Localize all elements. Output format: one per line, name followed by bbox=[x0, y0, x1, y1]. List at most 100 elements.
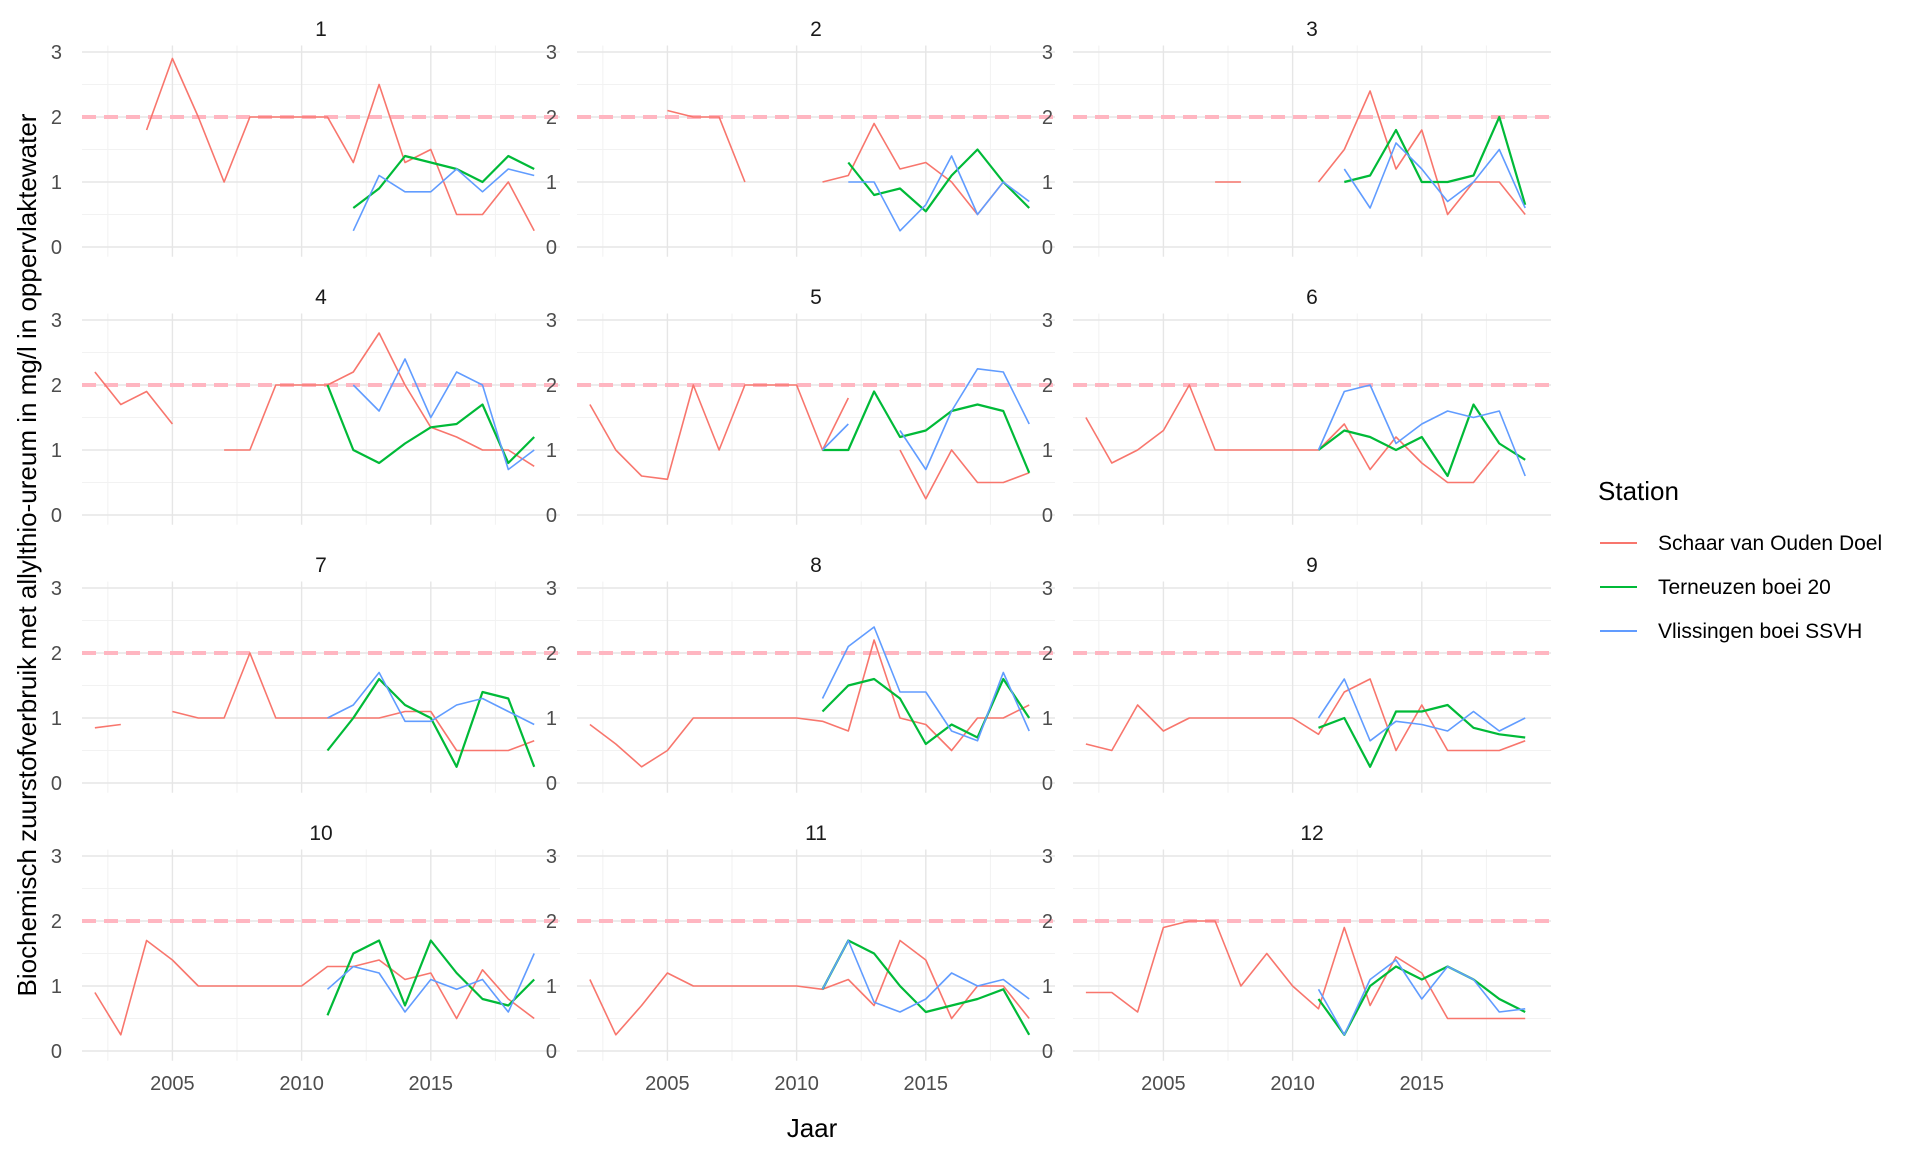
series-line bbox=[94, 939, 535, 1036]
y-tick-label: 3 bbox=[51, 578, 62, 600]
y-tick-label: 3 bbox=[546, 310, 557, 332]
y-tick-label: 2 bbox=[1042, 375, 1053, 397]
legend-label: Vlissingen boei SSVH bbox=[1658, 620, 1862, 643]
y-tick-label: 2 bbox=[51, 375, 62, 397]
y-tick-label: 1 bbox=[546, 976, 557, 998]
x-tick-label: 2015 bbox=[409, 1073, 454, 1095]
panel-1: 1 0 1 2 3 bbox=[51, 18, 560, 259]
series-line bbox=[94, 723, 121, 729]
y-tick-label: 0 bbox=[546, 237, 557, 259]
legend-item: Schaar van Ouden Doel bbox=[1600, 532, 1882, 555]
series-line bbox=[1317, 678, 1526, 742]
panel-label: 6 bbox=[1306, 286, 1318, 309]
y-tick-label: 2 bbox=[1042, 107, 1053, 129]
y-tick-label: 1 bbox=[1042, 976, 1053, 998]
panels-layer: 1012320123301234012350123601237012380123… bbox=[51, 18, 1551, 1095]
panel-9: 9 0 1 2 3 bbox=[1042, 554, 1551, 795]
series-line bbox=[1317, 384, 1526, 477]
panel-3: 3 0 1 2 3 bbox=[1042, 18, 1551, 259]
legend-label: Schaar van Ouden Doel bbox=[1658, 532, 1882, 555]
series-line bbox=[822, 390, 1031, 474]
y-tick-label: 1 bbox=[546, 172, 557, 194]
x-tick-label: 2005 bbox=[1141, 1073, 1186, 1095]
x-tick-label: 2015 bbox=[904, 1073, 949, 1095]
series-line bbox=[1085, 920, 1526, 1020]
panel-label: 2 bbox=[810, 18, 822, 41]
y-tick-label: 0 bbox=[51, 505, 62, 527]
y-tick-label: 0 bbox=[1042, 505, 1053, 527]
legend: Station Schaar van Ouden Doel Terneuzen b… bbox=[1598, 476, 1882, 643]
y-tick-label: 3 bbox=[546, 42, 557, 64]
y-tick-label: 2 bbox=[546, 643, 557, 665]
y-tick-label: 1 bbox=[51, 440, 62, 462]
series-line bbox=[821, 677, 1031, 746]
panel-grid bbox=[577, 581, 1055, 793]
y-tick-label: 0 bbox=[51, 237, 62, 259]
panel-grid bbox=[1073, 45, 1551, 257]
x-tick-label: 2015 bbox=[1400, 1073, 1445, 1095]
x-tick-label: 2010 bbox=[774, 1073, 819, 1095]
y-tick-label: 2 bbox=[1042, 643, 1053, 665]
y-tick-label: 3 bbox=[51, 846, 62, 868]
series-line bbox=[352, 154, 535, 209]
series-line bbox=[899, 367, 1030, 471]
series-line bbox=[224, 332, 535, 467]
series-line bbox=[1343, 142, 1526, 209]
series-line bbox=[848, 155, 1030, 232]
y-tick-label: 2 bbox=[51, 107, 62, 129]
y-tick-label: 2 bbox=[546, 911, 557, 933]
y-axis-title: Biochemisch zuurstofverbruik met allylth… bbox=[12, 113, 42, 996]
y-tick-label: 0 bbox=[1042, 1041, 1053, 1063]
series-line bbox=[1317, 959, 1526, 1036]
series-line bbox=[327, 671, 535, 726]
panel-4: 4 0 1 2 3 bbox=[51, 286, 560, 527]
y-tick-label: 1 bbox=[546, 440, 557, 462]
y-tick-label: 3 bbox=[546, 578, 557, 600]
y-tick-label: 1 bbox=[51, 976, 62, 998]
y-tick-label: 3 bbox=[546, 846, 557, 868]
panel-label: 12 bbox=[1300, 822, 1323, 845]
legend-item: Vlissingen boei SSVH bbox=[1600, 620, 1862, 643]
y-tick-label: 1 bbox=[51, 708, 62, 730]
y-tick-label: 1 bbox=[51, 172, 62, 194]
panel-2: 2 0 1 2 3 bbox=[546, 18, 1055, 259]
series-line bbox=[667, 109, 746, 183]
y-tick-label: 3 bbox=[51, 310, 62, 332]
y-tick-label: 1 bbox=[546, 708, 557, 730]
series-line bbox=[1317, 403, 1526, 478]
legend-item: Terneuzen boei 20 bbox=[1600, 576, 1831, 599]
y-tick-label: 2 bbox=[51, 911, 62, 933]
y-tick-label: 0 bbox=[546, 773, 557, 795]
y-tick-label: 1 bbox=[1042, 708, 1053, 730]
series-line bbox=[1317, 965, 1526, 1036]
series-line bbox=[145, 57, 535, 232]
panel-label: 9 bbox=[1306, 554, 1318, 577]
series-line bbox=[326, 953, 535, 1013]
panel-label: 4 bbox=[315, 286, 327, 309]
series-line bbox=[589, 639, 1030, 768]
legend-label: Terneuzen boei 20 bbox=[1658, 576, 1831, 599]
y-tick-label: 2 bbox=[546, 375, 557, 397]
y-tick-label: 3 bbox=[1042, 310, 1053, 332]
series-line bbox=[352, 358, 535, 471]
y-tick-label: 2 bbox=[1042, 911, 1053, 933]
y-tick-label: 0 bbox=[51, 1041, 62, 1063]
series-line bbox=[1344, 115, 1527, 206]
panel-6: 6 0 1 2 3 bbox=[1042, 286, 1551, 527]
y-tick-label: 1 bbox=[1042, 172, 1053, 194]
y-tick-label: 0 bbox=[1042, 237, 1053, 259]
panel-label: 11 bbox=[805, 822, 827, 845]
series-line bbox=[326, 677, 536, 768]
y-tick-label: 0 bbox=[1042, 773, 1053, 795]
x-tick-label: 2010 bbox=[1270, 1073, 1315, 1095]
y-tick-label: 0 bbox=[546, 1041, 557, 1063]
y-tick-label: 2 bbox=[51, 643, 62, 665]
y-tick-label: 2 bbox=[546, 107, 557, 129]
panel-label: 8 bbox=[810, 554, 822, 577]
panel-7: 7 0 1 2 3 bbox=[51, 554, 560, 795]
y-tick-label: 0 bbox=[546, 505, 557, 527]
